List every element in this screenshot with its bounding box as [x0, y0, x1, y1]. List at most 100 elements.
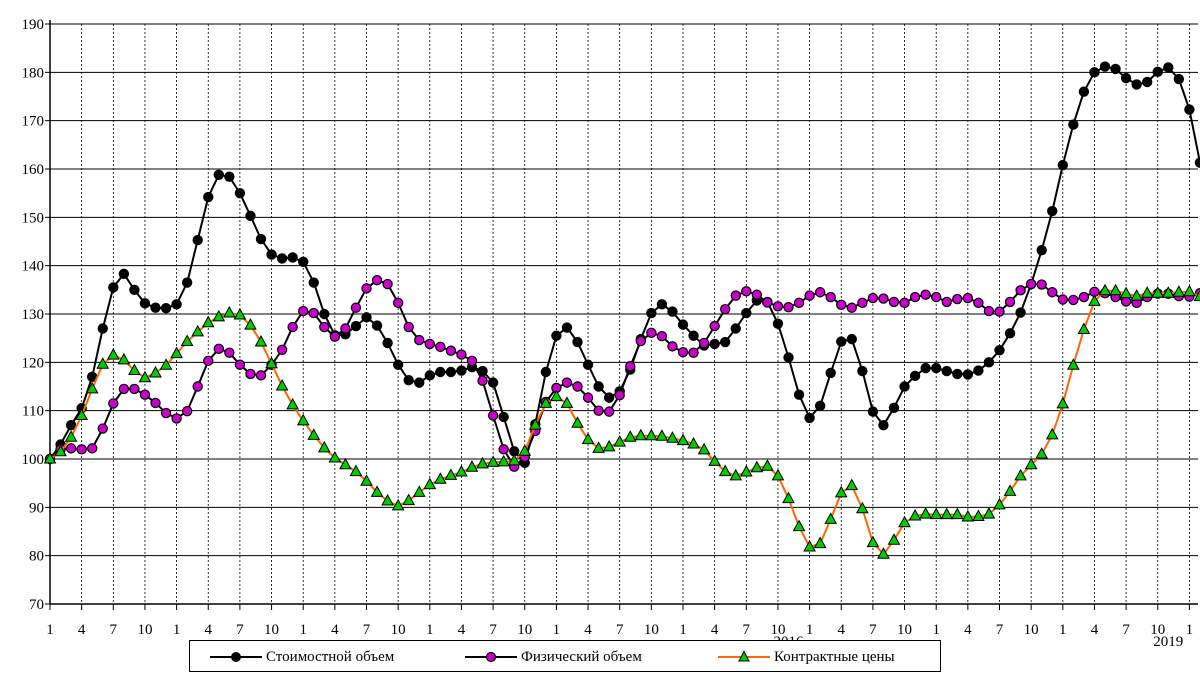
- series-2: [43, 283, 1200, 559]
- data-point: [646, 307, 657, 319]
- data-point: [487, 377, 499, 388]
- data-point: [392, 297, 404, 309]
- data-point: [213, 169, 224, 180]
- data-point: [245, 210, 256, 222]
- data-point: [772, 301, 784, 312]
- data-point: [507, 453, 521, 466]
- x-tick-label: 4: [78, 622, 86, 638]
- data-point: [720, 336, 731, 348]
- data-point: [623, 430, 637, 442]
- data-point: [593, 405, 604, 416]
- x-tick-label: 10: [391, 622, 406, 638]
- data-point: [1057, 159, 1069, 171]
- data-point: [371, 274, 383, 286]
- data-point: [635, 335, 647, 347]
- data-point: [1163, 62, 1174, 73]
- data-point: [593, 381, 604, 392]
- data-point: [244, 318, 257, 330]
- data-point: [1047, 205, 1058, 217]
- data-point: [952, 293, 963, 305]
- x-tick-label: 4: [205, 622, 213, 638]
- data-point: [972, 509, 985, 522]
- data-point: [750, 460, 764, 473]
- data-point: [688, 330, 699, 341]
- data-point: [836, 299, 847, 311]
- x-tick-label: 4: [711, 622, 719, 638]
- x-tick-label: 1: [1059, 622, 1067, 638]
- legend: Стоимостной объем Физический объем Контр…: [189, 640, 941, 672]
- x-tick-label: 1: [553, 622, 561, 638]
- data-point: [118, 383, 130, 395]
- data-point: [730, 290, 741, 301]
- data-point: [150, 397, 161, 409]
- data-point: [739, 465, 753, 477]
- data-point: [614, 390, 625, 401]
- data-point: [846, 302, 858, 313]
- data-point: [771, 468, 785, 481]
- data-point: [792, 519, 806, 532]
- legend-label-value: Стоимостной объем: [266, 648, 395, 665]
- data-point: [414, 377, 425, 388]
- data-point: [435, 366, 446, 378]
- data-point: [434, 472, 447, 484]
- x-tick-label: 7: [110, 622, 118, 638]
- data-point: [319, 321, 330, 333]
- y-tick-label: 130: [22, 307, 45, 323]
- y-tick-label: 90: [29, 500, 44, 516]
- data-point: [656, 299, 668, 310]
- y-tick-label: 120: [22, 355, 45, 371]
- x-tick-label: 10: [137, 622, 152, 638]
- data-point: [497, 454, 510, 467]
- data-point: [1036, 279, 1047, 290]
- data-point: [962, 292, 974, 304]
- data-point: [160, 407, 172, 419]
- x-tick-label: 7: [236, 622, 244, 638]
- data-point: [1067, 358, 1080, 370]
- data-point: [920, 289, 931, 300]
- data-point: [255, 233, 267, 245]
- data-point: [139, 298, 151, 309]
- data-point: [762, 297, 773, 308]
- data-point: [203, 191, 214, 203]
- data-point: [825, 291, 836, 303]
- data-point: [129, 383, 140, 395]
- data-point: [540, 366, 552, 378]
- data-point: [581, 432, 595, 445]
- data-point: [361, 312, 372, 323]
- data-point: [741, 307, 752, 319]
- data-point: [255, 370, 267, 381]
- data-point: [677, 319, 689, 330]
- data-point: [117, 352, 131, 365]
- data-point: [1141, 76, 1153, 88]
- data-point: [456, 365, 467, 376]
- data-point: [1098, 283, 1112, 296]
- data-point: [276, 253, 288, 264]
- data-point: [908, 508, 922, 521]
- data-point: [486, 455, 500, 467]
- data-point: [878, 293, 889, 304]
- data-point: [929, 507, 943, 520]
- y-tick-label: 160: [22, 162, 45, 178]
- data-point: [65, 419, 77, 431]
- data-point: [181, 405, 193, 417]
- data-point: [856, 501, 869, 514]
- data-point: [582, 392, 594, 403]
- data-point: [498, 411, 509, 423]
- y-tick-label: 190: [22, 17, 45, 33]
- legend-marker-magenta-circle: [465, 651, 517, 663]
- data-point: [1183, 284, 1196, 297]
- data-point: [234, 359, 246, 370]
- data-point: [1047, 287, 1058, 298]
- data-point: [1035, 447, 1049, 459]
- data-point: [887, 533, 901, 545]
- data-point: [625, 361, 636, 372]
- year-label: 2019: [1153, 634, 1183, 650]
- data-point: [108, 282, 119, 293]
- data-point: [919, 507, 932, 519]
- data-point: [528, 418, 542, 430]
- grid-lines: [50, 23, 1198, 605]
- data-point: [709, 320, 720, 332]
- data-point: [1004, 296, 1016, 308]
- data-point: [465, 460, 479, 472]
